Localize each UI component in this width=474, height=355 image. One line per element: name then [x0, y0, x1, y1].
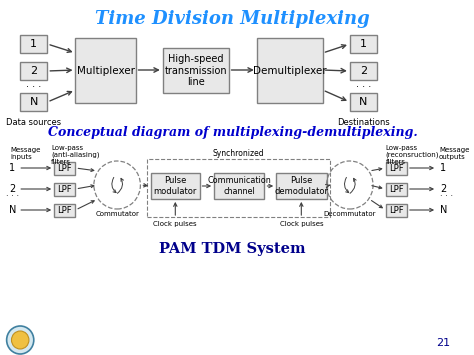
FancyBboxPatch shape [214, 173, 264, 199]
FancyBboxPatch shape [386, 183, 407, 196]
Text: LPF: LPF [57, 206, 72, 215]
FancyBboxPatch shape [350, 62, 377, 80]
Text: LPF: LPF [57, 164, 72, 173]
Text: N: N [9, 205, 16, 215]
Circle shape [11, 331, 29, 349]
Text: Communication
channel: Communication channel [208, 176, 271, 196]
Text: . . .: . . . [356, 79, 371, 89]
Text: Low-pass
(reconsruction)
filters: Low-pass (reconsruction) filters [386, 145, 439, 165]
Text: Conceptual diagram of multiplexing-demultiplexing.: Conceptual diagram of multiplexing-demul… [47, 126, 418, 139]
FancyBboxPatch shape [276, 173, 327, 199]
Text: PAM TDM System: PAM TDM System [159, 242, 306, 256]
Text: 1: 1 [360, 39, 367, 49]
FancyBboxPatch shape [257, 38, 323, 103]
FancyBboxPatch shape [386, 162, 407, 175]
Text: . . .: . . . [26, 79, 41, 89]
Text: 2: 2 [30, 66, 37, 76]
Text: Pulse
modulator: Pulse modulator [154, 176, 197, 196]
FancyBboxPatch shape [20, 62, 47, 80]
Text: LPF: LPF [389, 185, 404, 194]
Text: Data sources: Data sources [6, 118, 61, 127]
Circle shape [7, 326, 34, 354]
Text: 1: 1 [30, 39, 37, 49]
FancyBboxPatch shape [151, 173, 200, 199]
Text: N: N [440, 205, 447, 215]
Text: LPF: LPF [389, 164, 404, 173]
FancyBboxPatch shape [20, 35, 47, 53]
Text: 21: 21 [437, 338, 451, 348]
Text: Clock pulses: Clock pulses [280, 221, 323, 227]
Text: 2: 2 [9, 184, 16, 194]
FancyBboxPatch shape [75, 38, 136, 103]
Text: Pulse
demodulator: Pulse demodulator [274, 176, 328, 196]
FancyBboxPatch shape [350, 93, 377, 111]
Text: Synchronized: Synchronized [213, 149, 264, 158]
FancyBboxPatch shape [54, 204, 75, 217]
Text: Commutator: Commutator [95, 211, 139, 217]
Text: Message
inputs: Message inputs [10, 147, 41, 160]
Text: Time Division Multiplexing: Time Division Multiplexing [95, 10, 370, 28]
Text: 1: 1 [440, 163, 446, 173]
FancyBboxPatch shape [163, 48, 228, 93]
FancyBboxPatch shape [20, 93, 47, 111]
Text: 1: 1 [9, 163, 16, 173]
FancyBboxPatch shape [54, 183, 75, 196]
Text: N: N [29, 97, 38, 107]
Text: Clock pulses: Clock pulses [154, 221, 197, 227]
Text: LPF: LPF [389, 206, 404, 215]
Text: . . .: . . . [6, 190, 19, 198]
FancyBboxPatch shape [350, 35, 377, 53]
Text: Message
outputs: Message outputs [439, 147, 469, 160]
FancyBboxPatch shape [54, 162, 75, 175]
Text: N: N [359, 97, 367, 107]
Text: 2: 2 [360, 66, 367, 76]
Text: . . .: . . . [440, 190, 453, 198]
Text: Destinations: Destinations [337, 118, 390, 127]
Text: Low-pass
(anti-aliasing)
filters: Low-pass (anti-aliasing) filters [51, 145, 100, 165]
Text: Demultiplexer: Demultiplexer [253, 66, 327, 76]
Text: Decommutator: Decommutator [324, 211, 376, 217]
Text: Multiplexer: Multiplexer [76, 66, 135, 76]
Text: High-speed
transmission
line: High-speed transmission line [164, 54, 227, 87]
Text: 2: 2 [440, 184, 446, 194]
Text: LPF: LPF [57, 185, 72, 194]
FancyBboxPatch shape [386, 204, 407, 217]
